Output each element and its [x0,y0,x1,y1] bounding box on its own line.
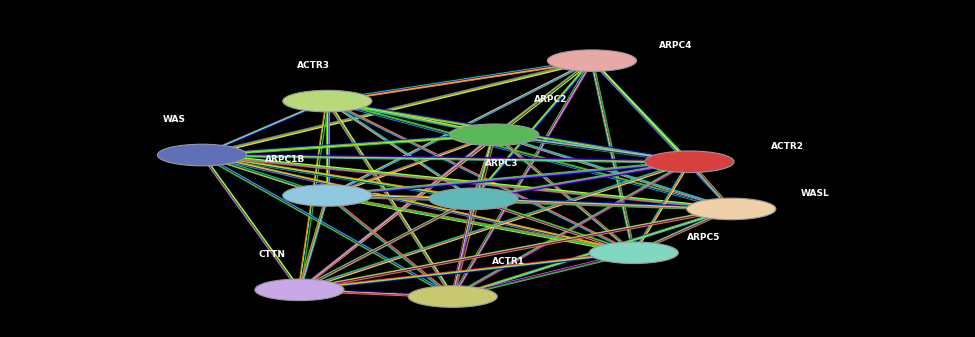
Circle shape [644,151,734,173]
Text: ACTR1: ACTR1 [492,256,525,266]
Text: ARPC4: ARPC4 [659,41,692,50]
Circle shape [429,188,518,210]
Circle shape [283,90,371,112]
Text: WASL: WASL [800,189,829,198]
Circle shape [409,286,497,307]
Circle shape [254,279,344,301]
Text: ARPC2: ARPC2 [533,95,566,104]
Circle shape [449,124,539,146]
Text: CTTN: CTTN [258,250,285,259]
Circle shape [283,185,371,206]
Text: ACTR2: ACTR2 [770,142,803,151]
Text: ARPC5: ARPC5 [686,233,721,242]
Circle shape [157,144,247,166]
Text: ARPC1B: ARPC1B [265,155,305,164]
Circle shape [589,242,679,264]
Text: ACTR3: ACTR3 [297,61,330,70]
Circle shape [547,50,637,71]
Text: ARPC3: ARPC3 [485,159,518,168]
Text: WAS: WAS [163,115,185,124]
Circle shape [686,198,776,220]
